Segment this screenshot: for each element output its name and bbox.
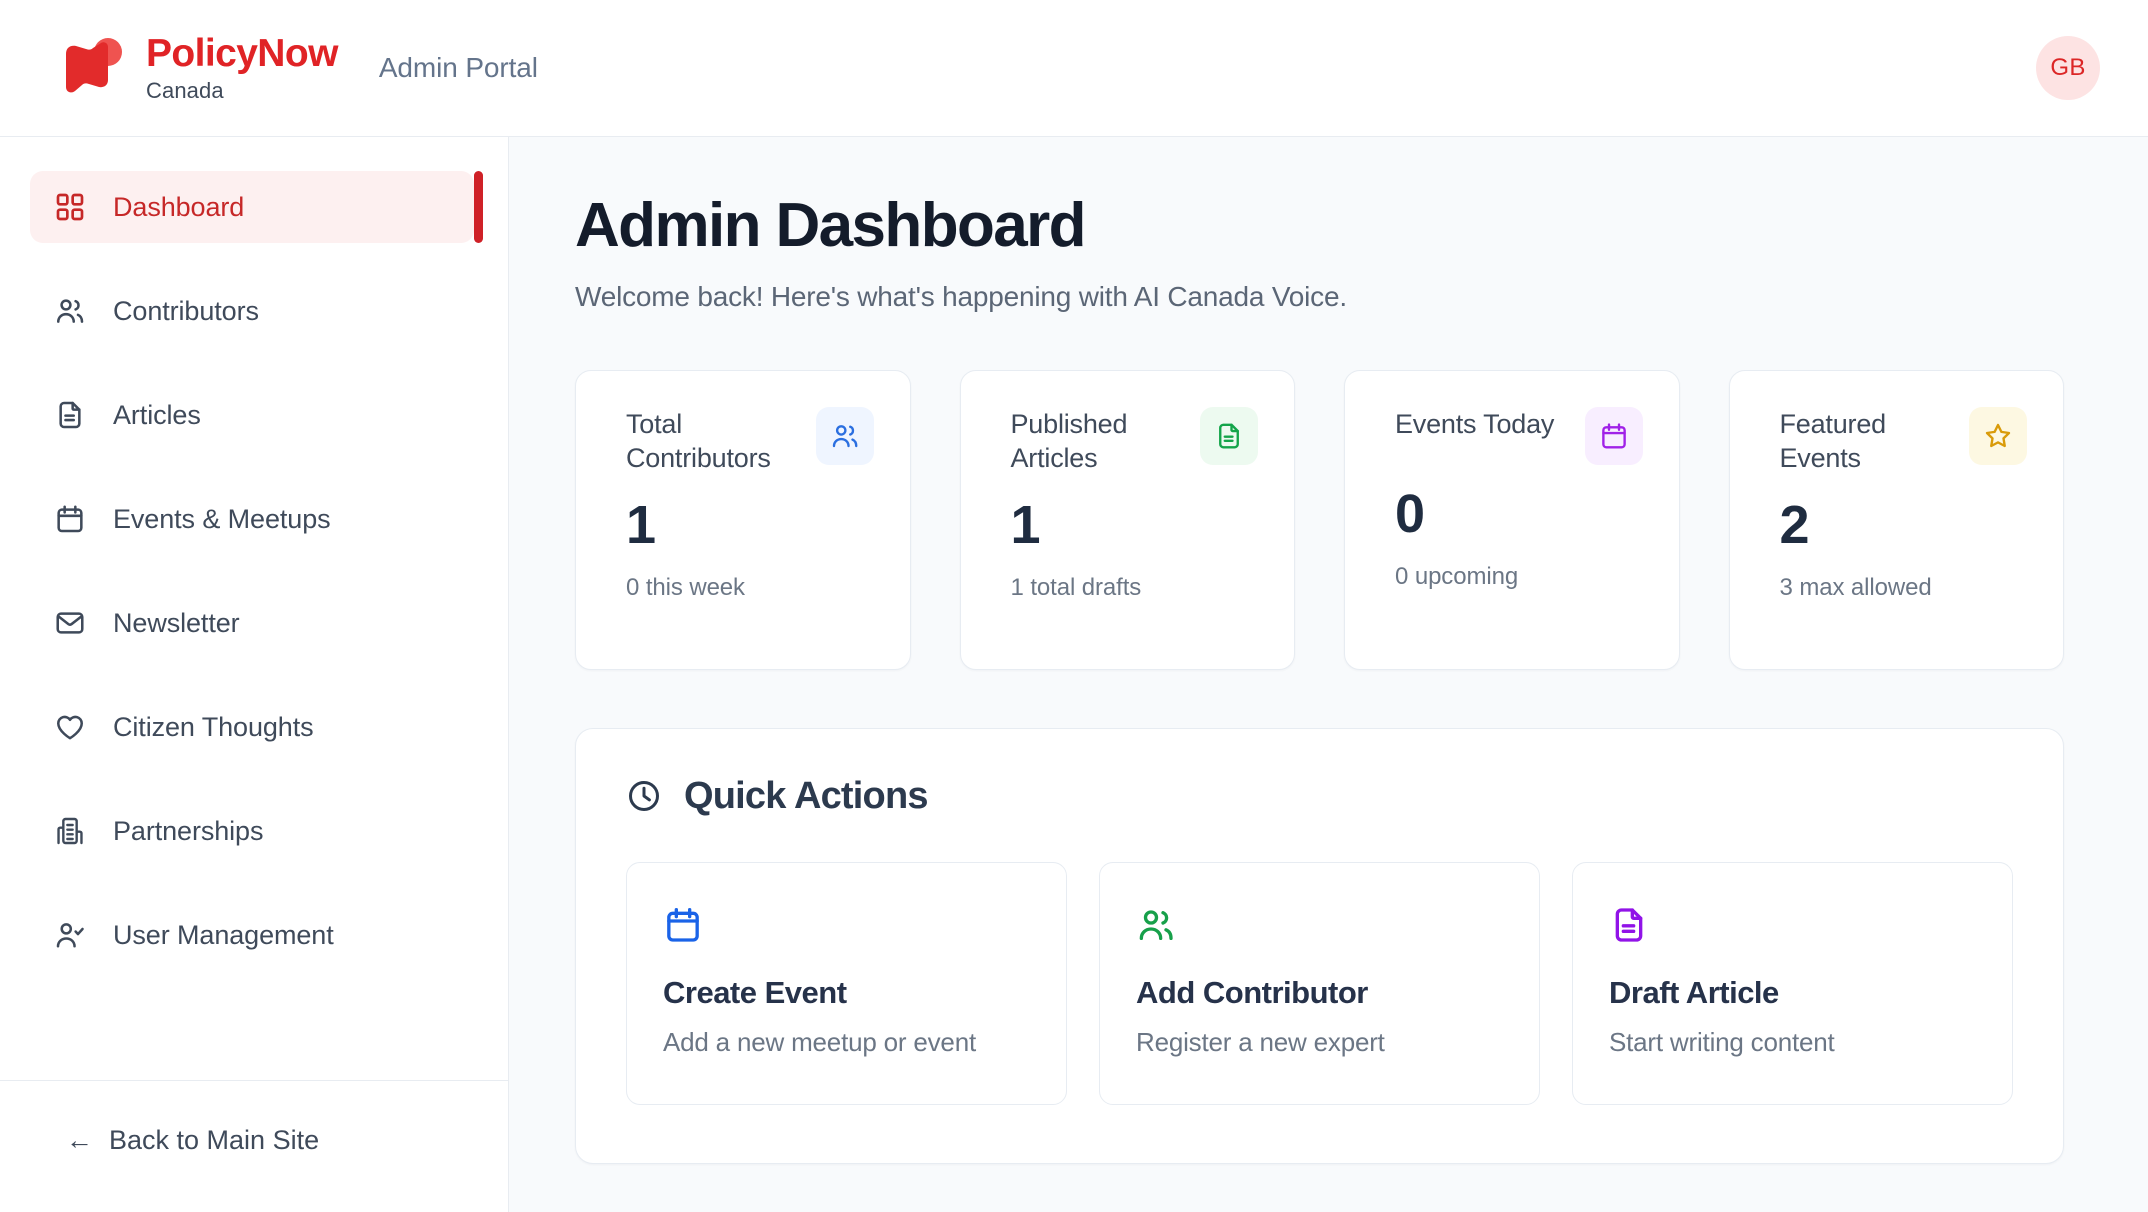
- sidebar-item-label: Contributors: [113, 295, 259, 326]
- quick-action-title: Add Contributor: [1136, 974, 1368, 1010]
- stat-card-header: Published Articles: [1010, 406, 1258, 476]
- user-check-icon: [56, 923, 84, 948]
- stat-card-note: 0 this week: [626, 573, 745, 601]
- quick-actions-header: Quick Actions: [626, 775, 2013, 818]
- quick-action-create-event[interactable]: Create Event Add a new meetup or event: [626, 861, 1067, 1105]
- stat-card-header: Events Today: [1395, 406, 1643, 465]
- page-title: Admin Dashboard: [575, 191, 1087, 260]
- policynow-logo-icon: [56, 36, 124, 100]
- envelope-icon: [56, 612, 84, 634]
- stat-card-total-contributors: Total Contributors 1 0 this week: [575, 369, 911, 670]
- stat-card-featured-events: Featured Events 2 3 max allowed: [1728, 369, 2064, 670]
- sidebar-item-label: Events & Meetups: [113, 503, 331, 534]
- quick-actions-grid: Create Event Add a new meetup or event A…: [626, 861, 2013, 1105]
- sidebar-item-articles[interactable]: Articles: [30, 379, 474, 451]
- stat-icon-tile: [815, 406, 874, 465]
- app-shell: Dashboard Contributors Articles: [0, 137, 2148, 1212]
- stat-card-note: 1 total drafts: [1010, 573, 1142, 601]
- users-icon: [832, 424, 857, 447]
- stat-card-label: Published Articles: [1010, 408, 1128, 474]
- document-icon: [1219, 423, 1239, 449]
- sidebar-footer: ← Back to Main Site: [0, 1080, 508, 1212]
- main-content: Admin Dashboard Welcome back! Here's wha…: [509, 137, 2148, 1212]
- stat-icon-tile: [1969, 406, 2027, 465]
- sidebar-item-partnerships[interactable]: Partnerships: [30, 795, 474, 867]
- stat-card-label: Featured Events: [1779, 408, 1887, 474]
- stat-card-note: 0 upcoming: [1395, 562, 1519, 590]
- sidebar-item-dashboard[interactable]: Dashboard: [30, 171, 483, 243]
- document-icon: [59, 401, 81, 429]
- brand-name: PolicyNow: [146, 32, 338, 76]
- stat-card-value: 1: [626, 494, 656, 555]
- quick-action-description: Start writing content: [1609, 1026, 1835, 1057]
- avatar[interactable]: GB: [2036, 36, 2100, 100]
- star-icon: [1985, 423, 2011, 447]
- sidebar-nav: Dashboard Contributors Articles: [0, 137, 508, 1080]
- grid-icon: [56, 193, 84, 221]
- sidebar: Dashboard Contributors Articles: [0, 137, 509, 1212]
- quick-action-draft-article[interactable]: Draft Article Start writing content: [1572, 861, 2013, 1105]
- stat-card-value: 1: [1010, 494, 1041, 555]
- users-icon: [57, 299, 84, 323]
- back-link-label: Back to Main Site: [109, 1125, 320, 1155]
- sidebar-item-label: Citizen Thoughts: [113, 711, 314, 742]
- page-subtitle: Welcome back! Here's what's happening wi…: [575, 280, 1347, 312]
- sidebar-item-label: Articles: [113, 399, 201, 430]
- quick-action-description: Add a new meetup or event: [663, 1026, 976, 1057]
- quick-action-description: Register a new expert: [1136, 1026, 1385, 1057]
- top-bar: PolicyNow Canada Admin Portal GB: [0, 0, 2148, 137]
- stat-card-note: 3 max allowed: [1779, 573, 1932, 601]
- arrow-left-icon: ←: [66, 1125, 93, 1155]
- stat-card-value: 2: [1779, 494, 1810, 555]
- quick-action-title: Draft Article: [1609, 974, 1779, 1010]
- sidebar-item-newsletter[interactable]: Newsletter: [30, 587, 474, 659]
- sidebar-item-label: User Management: [113, 919, 334, 950]
- document-icon: [1615, 908, 1643, 942]
- stat-card-grid: Total Contributors 1 0 this week: [575, 369, 2064, 670]
- stat-card-label: Events Today: [1395, 408, 1555, 439]
- stat-icon-tile: [1584, 406, 1643, 465]
- calendar-icon: [667, 907, 699, 942]
- quick-actions-panel: Quick Actions Create Event Add a new mee…: [575, 727, 2064, 1164]
- stat-card-header: Total Contributors: [626, 406, 874, 476]
- brand-logo[interactable]: PolicyNow Canada: [56, 32, 338, 103]
- stat-card-events-today: Events Today 0 0 upcoming: [1344, 369, 1680, 670]
- brand-subtitle: Canada: [146, 77, 224, 103]
- quick-actions-title: Quick Actions: [684, 774, 929, 817]
- portal-label: Admin Portal: [378, 52, 538, 83]
- building-icon: [57, 817, 83, 845]
- stat-card-value: 0: [1395, 483, 1425, 544]
- sidebar-item-citizen-thoughts[interactable]: Citizen Thoughts: [30, 691, 474, 763]
- clock-icon: [629, 781, 659, 812]
- stat-icon-tile: [1200, 406, 1258, 465]
- sidebar-item-contributors[interactable]: Contributors: [30, 275, 474, 347]
- heart-icon: [56, 715, 84, 740]
- active-indicator: [474, 171, 483, 243]
- sidebar-item-label: Dashboard: [113, 191, 245, 222]
- calendar-icon: [1601, 423, 1626, 449]
- calendar-icon: [57, 505, 83, 533]
- stat-card-header: Featured Events: [1779, 406, 2027, 476]
- stat-card-label: Total Contributors: [626, 408, 771, 474]
- stat-card-published-articles: Published Articles 1 1 total drafts: [959, 369, 1295, 670]
- users-icon: [1139, 910, 1173, 940]
- sidebar-item-user-management[interactable]: User Management: [30, 899, 474, 971]
- sidebar-item-events-meetups[interactable]: Events & Meetups: [30, 483, 474, 555]
- sidebar-item-label: Partnerships: [113, 815, 264, 846]
- quick-action-title: Create Event: [663, 974, 847, 1010]
- sidebar-item-label: Newsletter: [113, 607, 240, 638]
- back-to-main-site-link[interactable]: ← Back to Main Site: [66, 1125, 319, 1156]
- quick-action-add-contributor[interactable]: Add Contributor Register a new expert: [1099, 861, 1540, 1105]
